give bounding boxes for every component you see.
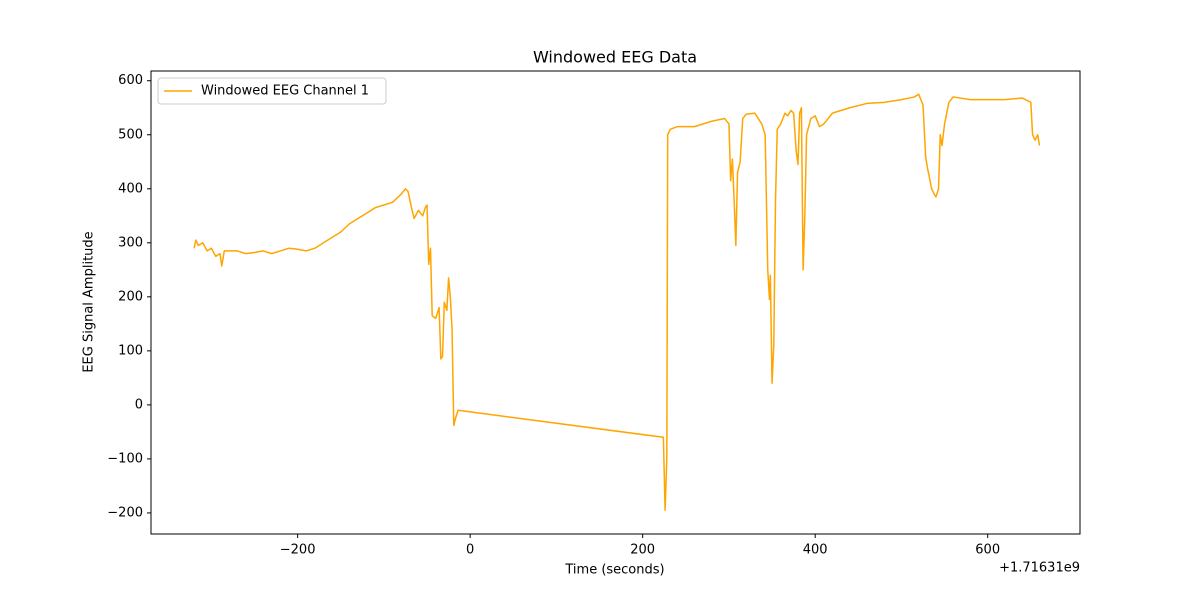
y-tick-label: 100 [118, 343, 143, 358]
x-tick-label: −200 [280, 543, 316, 558]
plot-frame [150, 70, 1081, 535]
x-axis-label: Time (seconds) [564, 563, 664, 578]
x-offset-label: +1.71631e9 [999, 561, 1080, 576]
y-tick-label: 0 [135, 397, 143, 412]
y-tick-label: −100 [107, 451, 143, 466]
x-tick-label: 0 [466, 543, 474, 558]
y-tick-label: 500 [118, 127, 143, 142]
x-tick-label: 400 [803, 543, 828, 558]
data-line [193, 93, 1041, 511]
y-tick-label: 200 [118, 289, 143, 304]
y-tick-label: 400 [118, 181, 143, 196]
legend-box [157, 77, 387, 105]
y-tick-label: 600 [118, 73, 143, 88]
chart-title: Windowed EEG Data [533, 48, 697, 67]
x-tick-label: 200 [630, 543, 655, 558]
legend-label: Windowed EEG Channel 1 [201, 84, 369, 99]
y-axis-label: EEG Signal Amplitude [82, 231, 97, 372]
y-tick-label: 300 [118, 235, 143, 250]
x-tick-label: 600 [975, 543, 1000, 558]
y-tick-label: −200 [107, 505, 143, 520]
